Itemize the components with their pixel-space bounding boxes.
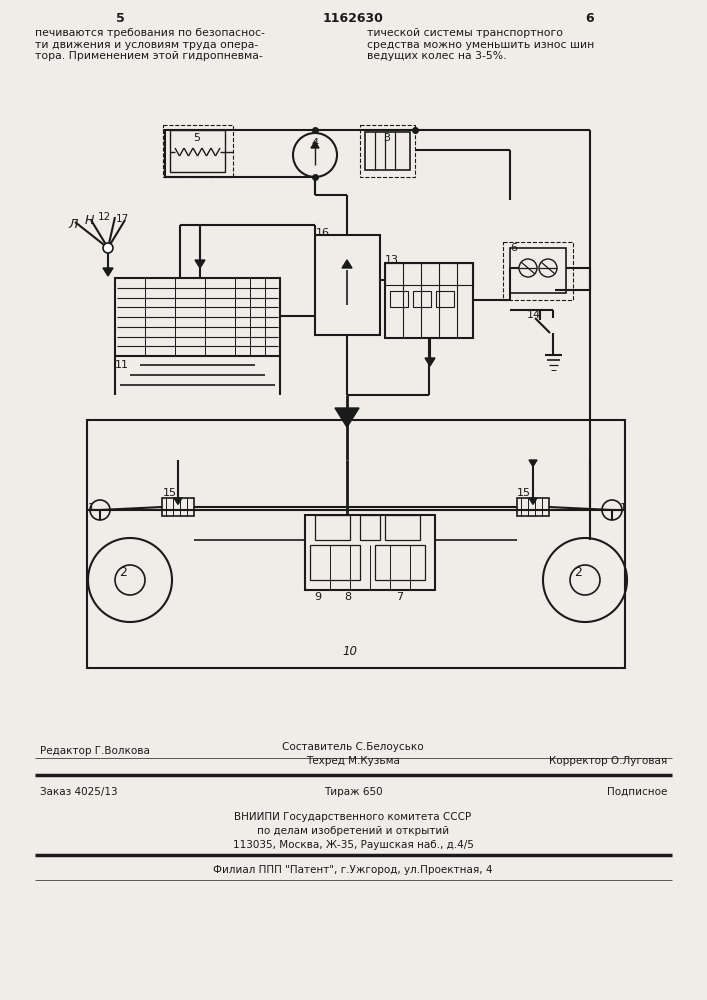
Text: 5: 5 (194, 133, 201, 143)
Bar (310, 545, 360, 580)
Polygon shape (529, 460, 537, 466)
Polygon shape (103, 268, 113, 276)
Bar (390, 291, 408, 307)
Text: 3: 3 (383, 133, 390, 143)
Bar (385, 263, 473, 285)
Bar (385, 515, 420, 540)
Text: Подписное: Подписное (607, 787, 667, 797)
Bar (305, 515, 435, 590)
Bar (365, 132, 410, 170)
Text: 5: 5 (116, 12, 124, 25)
Text: тической системы транспортного
средства можно уменьшить износ шин
ведущих колес : тической системы транспортного средства … (367, 28, 595, 61)
Bar (87, 420, 625, 668)
Bar (170, 130, 225, 172)
Text: 11: 11 (115, 360, 129, 370)
Text: Составитель С.Белоуcько: Составитель С.Белоуcько (282, 742, 423, 752)
Text: Корректор О.Луговая: Корректор О.Луговая (549, 756, 667, 766)
Polygon shape (529, 498, 537, 504)
Text: 10: 10 (342, 645, 358, 658)
Bar (315, 235, 380, 335)
Bar (510, 248, 566, 293)
Bar (315, 515, 350, 540)
Polygon shape (425, 358, 435, 366)
Text: 2: 2 (119, 566, 127, 578)
Polygon shape (174, 498, 182, 504)
Text: 13: 13 (385, 255, 399, 265)
Text: 12: 12 (98, 212, 111, 222)
Text: Л: Л (68, 218, 77, 231)
Text: 7: 7 (397, 592, 404, 602)
Bar (360, 125, 415, 177)
Text: Н: Н (85, 214, 94, 227)
Text: 8: 8 (344, 592, 351, 602)
Text: Техред М.Кузьма: Техред М.Кузьма (306, 756, 400, 766)
Text: по делам изобретений и открытий: по делам изобретений и открытий (257, 826, 449, 836)
Bar (385, 263, 473, 338)
Polygon shape (342, 260, 352, 268)
Text: 4: 4 (312, 138, 319, 148)
Text: 16: 16 (316, 228, 330, 238)
Bar (162, 498, 194, 516)
Bar (115, 278, 280, 356)
Polygon shape (335, 408, 359, 427)
Text: 14: 14 (527, 310, 541, 320)
Text: 1: 1 (88, 503, 95, 513)
Polygon shape (195, 260, 205, 268)
Circle shape (103, 243, 113, 253)
Bar (436, 291, 454, 307)
Bar (360, 515, 380, 540)
Bar (517, 498, 549, 516)
Text: 2: 2 (574, 566, 582, 578)
Text: ВНИИПИ Государственного комитета СССР: ВНИИПИ Государственного комитета СССР (235, 812, 472, 822)
Bar (163, 125, 233, 177)
Text: 6: 6 (510, 243, 517, 253)
Text: 9: 9 (315, 592, 322, 602)
Text: Филиал ППП "Патент", г.Ужгород, ул.Проектная, 4: Филиал ППП "Патент", г.Ужгород, ул.Проек… (214, 865, 493, 875)
Text: 17: 17 (116, 214, 129, 224)
Bar (375, 545, 425, 580)
Text: 6: 6 (585, 12, 595, 25)
Text: 1162630: 1162630 (322, 12, 383, 25)
Text: 15: 15 (517, 488, 531, 498)
Text: Тираж 650: Тираж 650 (324, 787, 382, 797)
Text: Заказ 4025/13: Заказ 4025/13 (40, 787, 117, 797)
Bar (503, 242, 573, 300)
Polygon shape (311, 142, 319, 148)
Text: Редактор Г.Волкова: Редактор Г.Волкова (40, 746, 150, 756)
Text: 113035, Москва, Ж-35, Раушская наб., д.4/5: 113035, Москва, Ж-35, Раушская наб., д.4… (233, 840, 474, 850)
Text: 15: 15 (163, 488, 177, 498)
Text: печиваются требования по безопаснос-
ти движения и условиям труда опера-
тора. П: печиваются требования по безопаснос- ти … (35, 28, 265, 61)
Bar (413, 291, 431, 307)
Text: 1: 1 (620, 503, 627, 513)
